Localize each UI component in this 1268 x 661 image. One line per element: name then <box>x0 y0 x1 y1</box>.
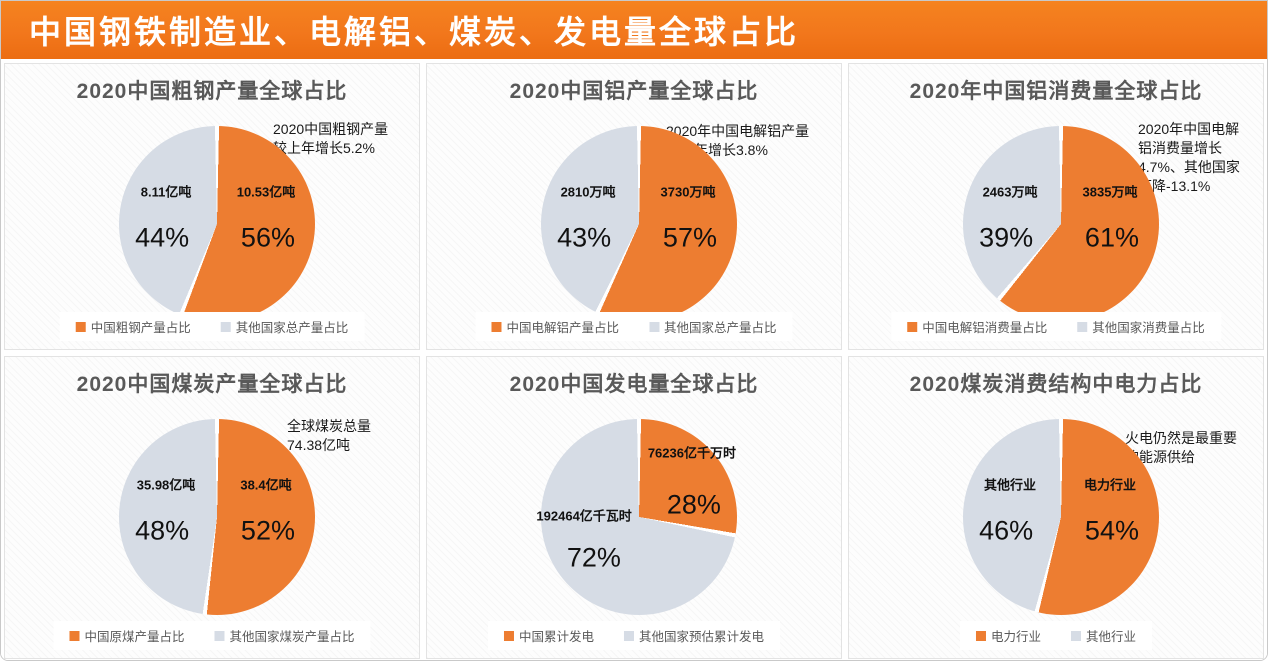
legend-swatch-other-icon <box>1071 630 1081 641</box>
legend-swatch-china-icon <box>69 630 80 641</box>
legend-label: 中国粗钢产量占比 <box>90 321 191 335</box>
legend-item: 电力行业 <box>975 626 1041 645</box>
chart-title: 2020中国粗钢产量全球占比 <box>76 80 348 103</box>
chart-legend: 中国粗钢产量占比 其他国家总产量占比 <box>59 312 365 341</box>
legend-swatch-other-icon <box>1077 321 1088 332</box>
slice-value-label: 10.53亿吨 <box>236 184 296 200</box>
chart-annotation: 2020中国粗钢产量 较上年增长5.2% <box>273 121 389 156</box>
chart-title: 2020煤炭消费结构中电力占比 <box>909 373 1203 396</box>
page-title: 中国钢铁制造业、电解铝、煤炭、发电量全球占比 <box>29 14 800 50</box>
panel-coal-consumption-structure: 2020煤炭消费结构中电力占比 火电仍然是最重要 的能源供给 电力行业 54% … <box>848 356 1264 659</box>
slice-value-label: 其他行业 <box>984 477 1037 493</box>
slice-value-label: 35.98亿吨 <box>136 477 196 493</box>
slice-percent-label: 43% <box>557 222 612 253</box>
panel-coal-production: 2020中国煤炭产量全球占比 全球煤炭总量 74.38亿吨 38.4亿吨 52%… <box>4 356 420 659</box>
legend-label: 中国原煤产量占比 <box>84 630 185 644</box>
slice-percent-label: 52% <box>240 515 295 546</box>
slice-value-label: 电力行业 <box>1083 477 1137 493</box>
slice-percent-label: 57% <box>662 222 717 253</box>
panel-aluminum-consumption: 2020年中国铝消费量全球占比 2020年中国电解 铝消费量增长 4.7%、其他… <box>848 63 1264 350</box>
legend-item: 其他国家消费量占比 <box>1077 317 1205 336</box>
chart-annotation: 2020年中国电解 铝消费量增长 4.7%、其他国家 下降-13.1% <box>1138 121 1240 194</box>
slice-percent-label: 56% <box>240 222 295 253</box>
legend-label: 其他国家消费量占比 <box>1092 321 1205 335</box>
legend-swatch-other-icon <box>220 321 231 332</box>
slice-value-label: 2463万吨 <box>982 184 1038 200</box>
slice-value-label: 192464亿千瓦时 <box>536 508 632 524</box>
slice-percent-label: 28% <box>666 489 721 520</box>
legend-label: 电力行业 <box>990 630 1041 644</box>
slice-percent-label: 46% <box>979 515 1034 546</box>
legend-item: 其他国家煤炭产量占比 <box>214 626 355 645</box>
legend-label: 其他国家总产量占比 <box>235 321 349 335</box>
legend-item: 中国电解铝消费量占比 <box>907 317 1047 336</box>
pie-chart: 3730万吨 57% 2810万吨 43% <box>541 126 737 322</box>
slice-percent-label: 48% <box>135 515 190 546</box>
legend-swatch-other-icon <box>214 630 225 641</box>
legend-label: 其他国家煤炭产量占比 <box>229 630 355 644</box>
legend-swatch-china-icon <box>491 321 502 332</box>
legend-item: 其他国家预估累计发电 <box>624 626 764 645</box>
legend-item: 中国原煤产量占比 <box>69 626 185 645</box>
chart-title: 2020中国煤炭产量全球占比 <box>76 373 348 396</box>
legend-item: 其他行业 <box>1071 626 1136 645</box>
legend-item: 其他国家总产量占比 <box>649 317 777 336</box>
legend-swatch-china-icon <box>503 630 514 641</box>
legend-label: 其他行业 <box>1086 630 1137 644</box>
legend-swatch-other-icon <box>624 630 634 641</box>
legend-swatch-other-icon <box>649 321 659 332</box>
legend-item: 中国累计发电 <box>503 626 594 645</box>
slice-percent-label: 72% <box>566 542 621 573</box>
legend-label: 其他国家预估累计发电 <box>639 630 765 644</box>
chart-legend: 电力行业 其他行业 <box>959 621 1153 650</box>
chart-legend: 中国累计发电 其他国家预估累计发电 <box>487 621 781 650</box>
panel-crude-steel: 2020中国粗钢产量全球占比 2020中国粗钢产量 较上年增长5.2% 10.5… <box>4 63 420 350</box>
pie-chart: 76236亿千万时 28% 192464亿千瓦时 72% <box>536 419 737 615</box>
chart-legend: 中国电解铝消费量占比 其他国家消费量占比 <box>891 312 1221 341</box>
legend-label: 其他国家总产量占比 <box>664 321 777 335</box>
chart-annotation: 火电仍然是最重要 的能源供给 <box>1125 430 1237 465</box>
chart-title: 2020中国发电量全球占比 <box>509 373 759 396</box>
chart-legend: 中国电解铝产量占比 其他国家总产量占比 <box>475 312 793 341</box>
header-bar: 中国钢铁制造业、电解铝、煤炭、发电量全球占比 <box>1 1 1267 59</box>
chart-title: 2020年中国铝消费量全球占比 <box>909 80 1203 103</box>
panel-aluminum-production: 2020中国铝产量全球占比 2020年中国电解铝产量 较上年增长3.8% 373… <box>426 63 842 350</box>
legend-swatch-china-icon <box>975 630 986 641</box>
legend-label: 中国电解铝消费量占比 <box>922 321 1048 335</box>
slice-value-label: 76236亿千万时 <box>647 445 736 461</box>
chart-annotation: 全球煤炭总量 74.38亿吨 <box>287 418 371 453</box>
pie-chart: 电力行业 54% 其他行业 46% <box>963 419 1159 615</box>
slice-percent-label: 61% <box>1084 222 1139 253</box>
legend-label: 中国电解铝产量占比 <box>506 321 619 335</box>
chart-legend: 中国原煤产量占比 其他国家煤炭产量占比 <box>53 621 371 650</box>
legend-item: 中国粗钢产量占比 <box>75 317 191 336</box>
legend-swatch-china-icon <box>907 321 918 332</box>
slice-percent-label: 54% <box>1084 515 1139 546</box>
slice-value-label: 3835万吨 <box>1082 184 1138 200</box>
slice-percent-label: 39% <box>979 222 1034 253</box>
slice-percent-label: 44% <box>135 222 190 253</box>
legend-item: 其他国家总产量占比 <box>220 317 349 336</box>
slice-value-label: 8.11亿吨 <box>140 184 192 200</box>
legend-label: 中国累计发电 <box>518 630 594 644</box>
slice-value-label: 38.4亿吨 <box>240 477 292 493</box>
legend-item: 中国电解铝产量占比 <box>491 317 619 336</box>
slice-value-label: 3730万吨 <box>660 184 716 200</box>
slice-value-label: 2810万吨 <box>560 184 616 200</box>
charts-grid: 2020中国粗钢产量全球占比 2020中国粗钢产量 较上年增长5.2% 10.5… <box>1 59 1267 660</box>
pie-chart: 38.4亿吨 52% 35.98亿吨 48% <box>119 419 315 615</box>
panel-power-generation: 2020中国发电量全球占比 76236亿千万时 28% 192464亿千瓦时 7… <box>426 356 842 659</box>
legend-swatch-china-icon <box>75 321 86 332</box>
pie-chart: 10.53亿吨 56% 8.11亿吨 44% <box>119 126 315 322</box>
pie-chart: 3835万吨 61% 2463万吨 39% <box>963 126 1159 322</box>
chart-title: 2020中国铝产量全球占比 <box>509 80 759 103</box>
